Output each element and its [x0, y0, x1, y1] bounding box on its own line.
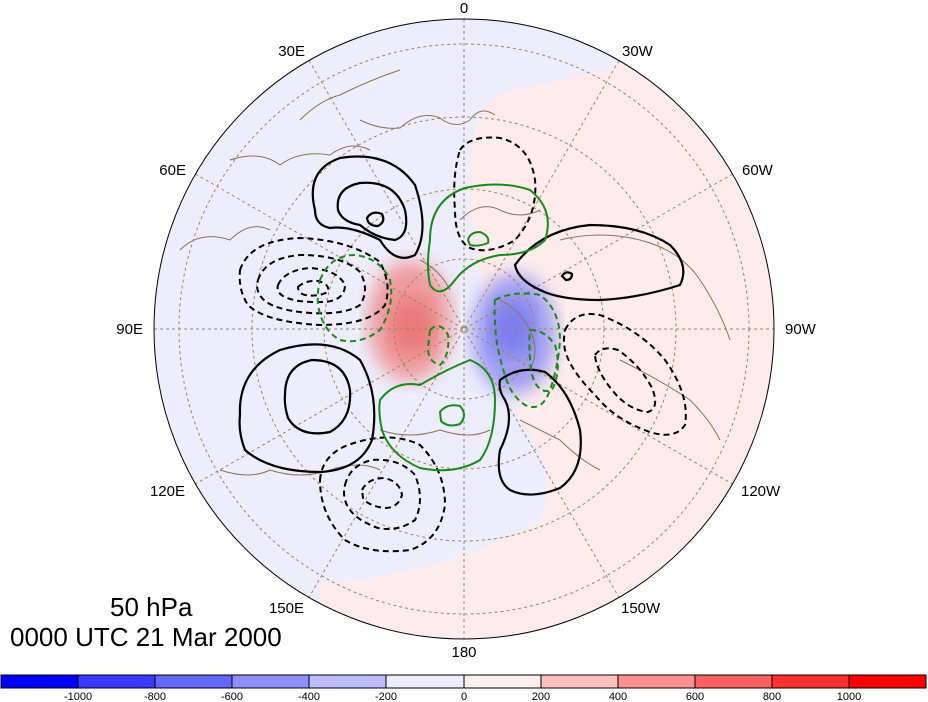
zero-contours	[378, 183, 549, 472]
lon-label-30e: 30E	[278, 43, 305, 60]
lon-label-120e: 120E	[150, 483, 185, 500]
colorbar-bin	[540, 674, 619, 689]
negative-contours	[238, 136, 687, 553]
colorbar-bin	[771, 674, 850, 689]
valid-time-label: 0000 UTC 21 Mar 2000	[10, 622, 282, 652]
colorbar-tick-label: -800	[144, 691, 166, 702]
lon-label-120w: 120W	[741, 483, 781, 500]
lon-label-60e: 60E	[159, 162, 186, 179]
colorbar: -1000 -800 -600 -400 -200 0 200 400 600 …	[0, 674, 927, 702]
pressure-level-label: 50 hPa	[110, 592, 193, 622]
colorbar-bins	[0, 674, 927, 689]
zero-dashed-contours	[316, 253, 562, 408]
lon-label-150e: 150E	[269, 600, 304, 617]
colorbar-tick-label: 600	[686, 691, 704, 702]
contour-trough-arctic	[453, 136, 537, 252]
lon-label-0: 0	[460, 0, 468, 17]
polar-map: 0 30W 60W 90W 120W 150W 180 150E 120E 90…	[116, 0, 816, 661]
graticule	[154, 19, 774, 639]
colorbar-tick-label: 1000	[837, 691, 861, 702]
colorbar-ticks: -1000 -800 -600 -400 -200 0 200 400 600 …	[64, 691, 861, 702]
contour-trough-pacific	[318, 436, 447, 553]
colorbar-tick-label: 0	[461, 691, 467, 702]
colorbar-bin	[617, 674, 696, 689]
contour-trough-europe	[238, 236, 389, 327]
colorbar-tick-label: -1000	[64, 691, 92, 702]
colorbar-tick-label: -400	[298, 691, 320, 702]
contour-trough-america	[563, 313, 687, 436]
positive-contours	[238, 155, 685, 496]
contour-ridge-pacific	[497, 368, 582, 496]
colorbar-tick-label: 400	[609, 691, 627, 702]
lon-label-90w: 90W	[785, 321, 817, 338]
colorbar-tick-label: 800	[763, 691, 781, 702]
colorbar-bin	[308, 674, 387, 689]
lon-label-60w: 60W	[742, 162, 774, 179]
contour-zero-arctic	[427, 183, 549, 293]
colorbar-bin	[231, 674, 310, 689]
longitude-labels: 0 30W 60W 90W 120W 150W 180 150E 120E 90…	[116, 0, 816, 661]
lon-label-30w: 30W	[622, 43, 654, 60]
colorbar-bin	[463, 674, 542, 689]
lon-label-150w: 150W	[621, 600, 661, 617]
colorbar-bin	[0, 674, 79, 689]
colorbar-bin	[154, 674, 233, 689]
lon-label-90e: 90E	[116, 321, 143, 338]
contour-ridge-eurasia	[311, 155, 424, 259]
map-boundary	[153, 18, 775, 640]
lon-label-180: 180	[451, 644, 476, 661]
contour-ridge-america	[513, 223, 685, 302]
colorbar-bin	[385, 674, 465, 689]
contour-ridge-siberia	[238, 343, 376, 474]
colorbar-tick-label: 200	[532, 691, 550, 702]
colorbar-bin	[848, 674, 927, 689]
colorbar-bin	[694, 674, 773, 689]
colorbar-tick-label: -600	[221, 691, 243, 702]
colorbar-bin	[77, 674, 156, 689]
colorbar-tick-label: -200	[375, 691, 397, 702]
